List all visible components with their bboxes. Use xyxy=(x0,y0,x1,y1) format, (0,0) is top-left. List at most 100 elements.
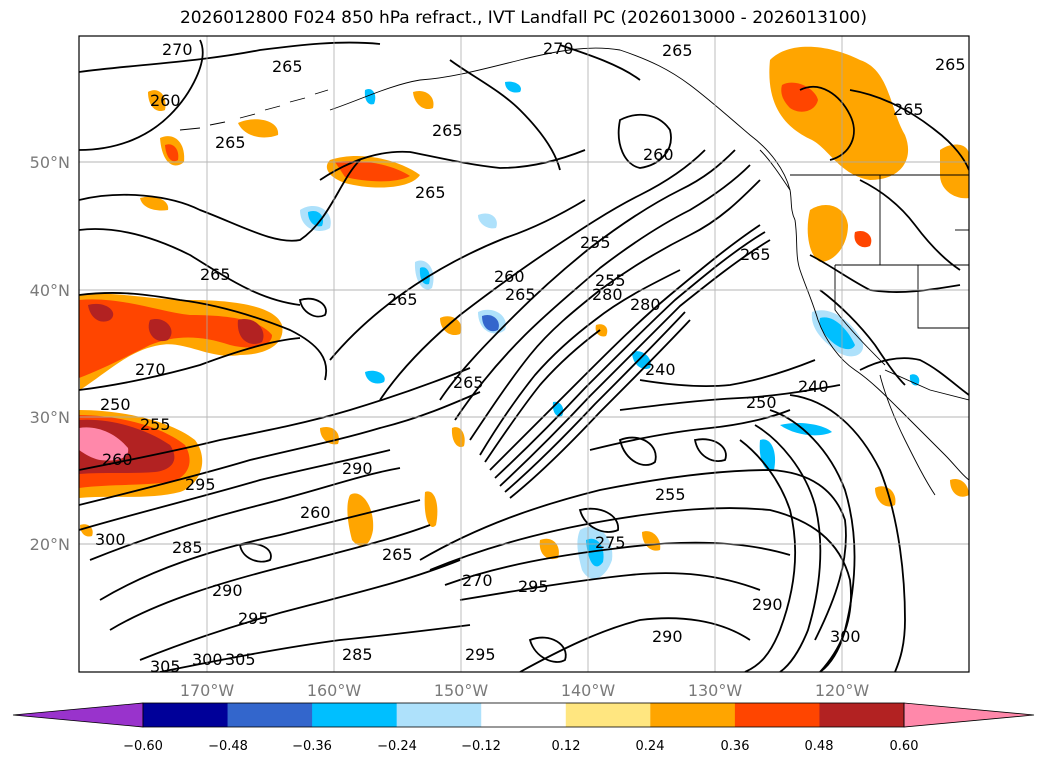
contour-line xyxy=(139,559,461,661)
contour-label: 255 xyxy=(655,485,686,504)
contour-label: 265 xyxy=(382,545,413,564)
contour-line xyxy=(559,44,641,81)
colorbar-extend-high xyxy=(903,702,1035,728)
contour-label: 295 xyxy=(465,645,496,664)
colorbar-tick-label: 0.60 xyxy=(890,739,919,754)
shade-top-red-b xyxy=(165,144,179,162)
shade-blue-10 xyxy=(505,81,521,93)
contour-line xyxy=(484,329,601,463)
contour-line xyxy=(528,636,567,663)
contour-label: 260 xyxy=(300,503,331,522)
contour-line xyxy=(79,41,381,73)
contour-label: 300 xyxy=(192,650,223,669)
contour-line xyxy=(89,467,401,561)
contour-label: 240 xyxy=(798,377,829,396)
border-states-3 xyxy=(917,265,969,329)
lat-tick-label: 40°N xyxy=(30,281,70,300)
colorbar-tick-label: −0.12 xyxy=(461,739,501,754)
contour-label: 265 xyxy=(272,57,303,76)
shade-left-red xyxy=(79,299,272,378)
contour-label: 295 xyxy=(518,577,549,596)
lon-tick-label: 160°W xyxy=(307,681,362,700)
contour-line xyxy=(739,439,797,672)
shade-top-orange-d xyxy=(140,196,169,211)
colorbar-tick-labels: −0.60 −0.48 −0.36 −0.24 −0.12 0.12 0.24 … xyxy=(123,739,918,754)
contour-label: 265 xyxy=(200,265,231,284)
contour-line xyxy=(819,289,906,386)
contour-line xyxy=(639,359,816,388)
contour-line xyxy=(454,164,751,421)
contour-line xyxy=(79,159,361,242)
contour-label: 265 xyxy=(893,100,924,119)
contour-line xyxy=(439,149,736,401)
contour-line xyxy=(319,149,586,181)
contour-label: 255 xyxy=(140,415,171,434)
contour-line xyxy=(859,179,961,271)
contour-label: 290 xyxy=(652,627,683,646)
colorbar xyxy=(12,702,1035,728)
coastline-aleutians xyxy=(179,89,329,131)
contour-label: 265 xyxy=(740,245,771,264)
contour-line xyxy=(693,438,727,462)
shade-small-orange-p xyxy=(595,324,608,337)
contour-label: 295 xyxy=(185,475,216,494)
lat-tick-labels: 50°N 40°N 30°N 20°N xyxy=(30,153,70,554)
contour-label: 260 xyxy=(150,91,181,110)
shade-lower-left-pink xyxy=(79,427,129,461)
contour-label: 265 xyxy=(935,55,966,74)
shade-blue-14 xyxy=(909,374,920,386)
contour-label: 265 xyxy=(387,290,418,309)
shade-small-orange-h xyxy=(424,491,438,527)
shade-blue-4b xyxy=(819,317,855,350)
contour-label: 255 xyxy=(595,271,626,290)
shade-mid-right-orange xyxy=(807,205,848,262)
contour-label: 265 xyxy=(505,285,536,304)
contour-line xyxy=(769,409,856,672)
contour-line xyxy=(589,409,791,451)
contour-line xyxy=(499,239,771,487)
colorbar-segment xyxy=(312,703,398,727)
contour-line xyxy=(479,269,681,456)
shade-top-right-orange xyxy=(769,46,909,181)
colorbar-segment xyxy=(481,703,567,727)
contour-line xyxy=(444,541,791,586)
colorbar-frame xyxy=(142,702,905,728)
shade-blue-12 xyxy=(478,213,497,229)
shade-top-orange-e xyxy=(413,90,434,110)
contour-label: 290 xyxy=(752,595,783,614)
colorbar-tick-label: 0.36 xyxy=(721,739,750,754)
colorbar-segment xyxy=(227,703,313,727)
coastline-alaska xyxy=(329,47,791,191)
contour-label: 250 xyxy=(746,393,777,412)
lon-tick-labels: 170°W 160°W 150°W 140°W 130°W 120°W xyxy=(180,681,870,700)
contour-line xyxy=(799,85,855,161)
contour-line xyxy=(79,337,301,391)
contour-label: 285 xyxy=(172,538,203,557)
contour-line xyxy=(489,224,761,471)
colorbar-segment xyxy=(734,703,820,727)
contour-line xyxy=(159,624,471,672)
colorbar-segment xyxy=(396,703,482,727)
shade-left-darkred xyxy=(88,303,114,322)
contour-label-layer: 270 265 260 265 265 265 265 270 265 265 … xyxy=(95,39,966,676)
colorbar-tick-label: 0.24 xyxy=(636,739,665,754)
shade-blue-7 xyxy=(780,422,832,436)
contour-label: 275 xyxy=(595,533,626,552)
shade-mid-right-red xyxy=(854,230,872,248)
contour-label: 240 xyxy=(645,360,676,379)
contour-line xyxy=(617,113,672,169)
contour-label: 260 xyxy=(643,145,674,164)
contour-label: 270 xyxy=(162,40,193,59)
colorbar-segment xyxy=(819,703,905,727)
coastline-layer xyxy=(179,47,969,496)
contour-label: 265 xyxy=(415,183,446,202)
contour-line xyxy=(494,231,766,479)
colorbar-tick-label: −0.24 xyxy=(377,739,417,754)
contour-line xyxy=(449,59,561,171)
shade-small-orange-m xyxy=(950,478,969,497)
contour-line xyxy=(419,469,847,641)
contour-label: 265 xyxy=(662,41,693,60)
contour-line xyxy=(519,617,751,672)
contour-line xyxy=(754,424,822,672)
